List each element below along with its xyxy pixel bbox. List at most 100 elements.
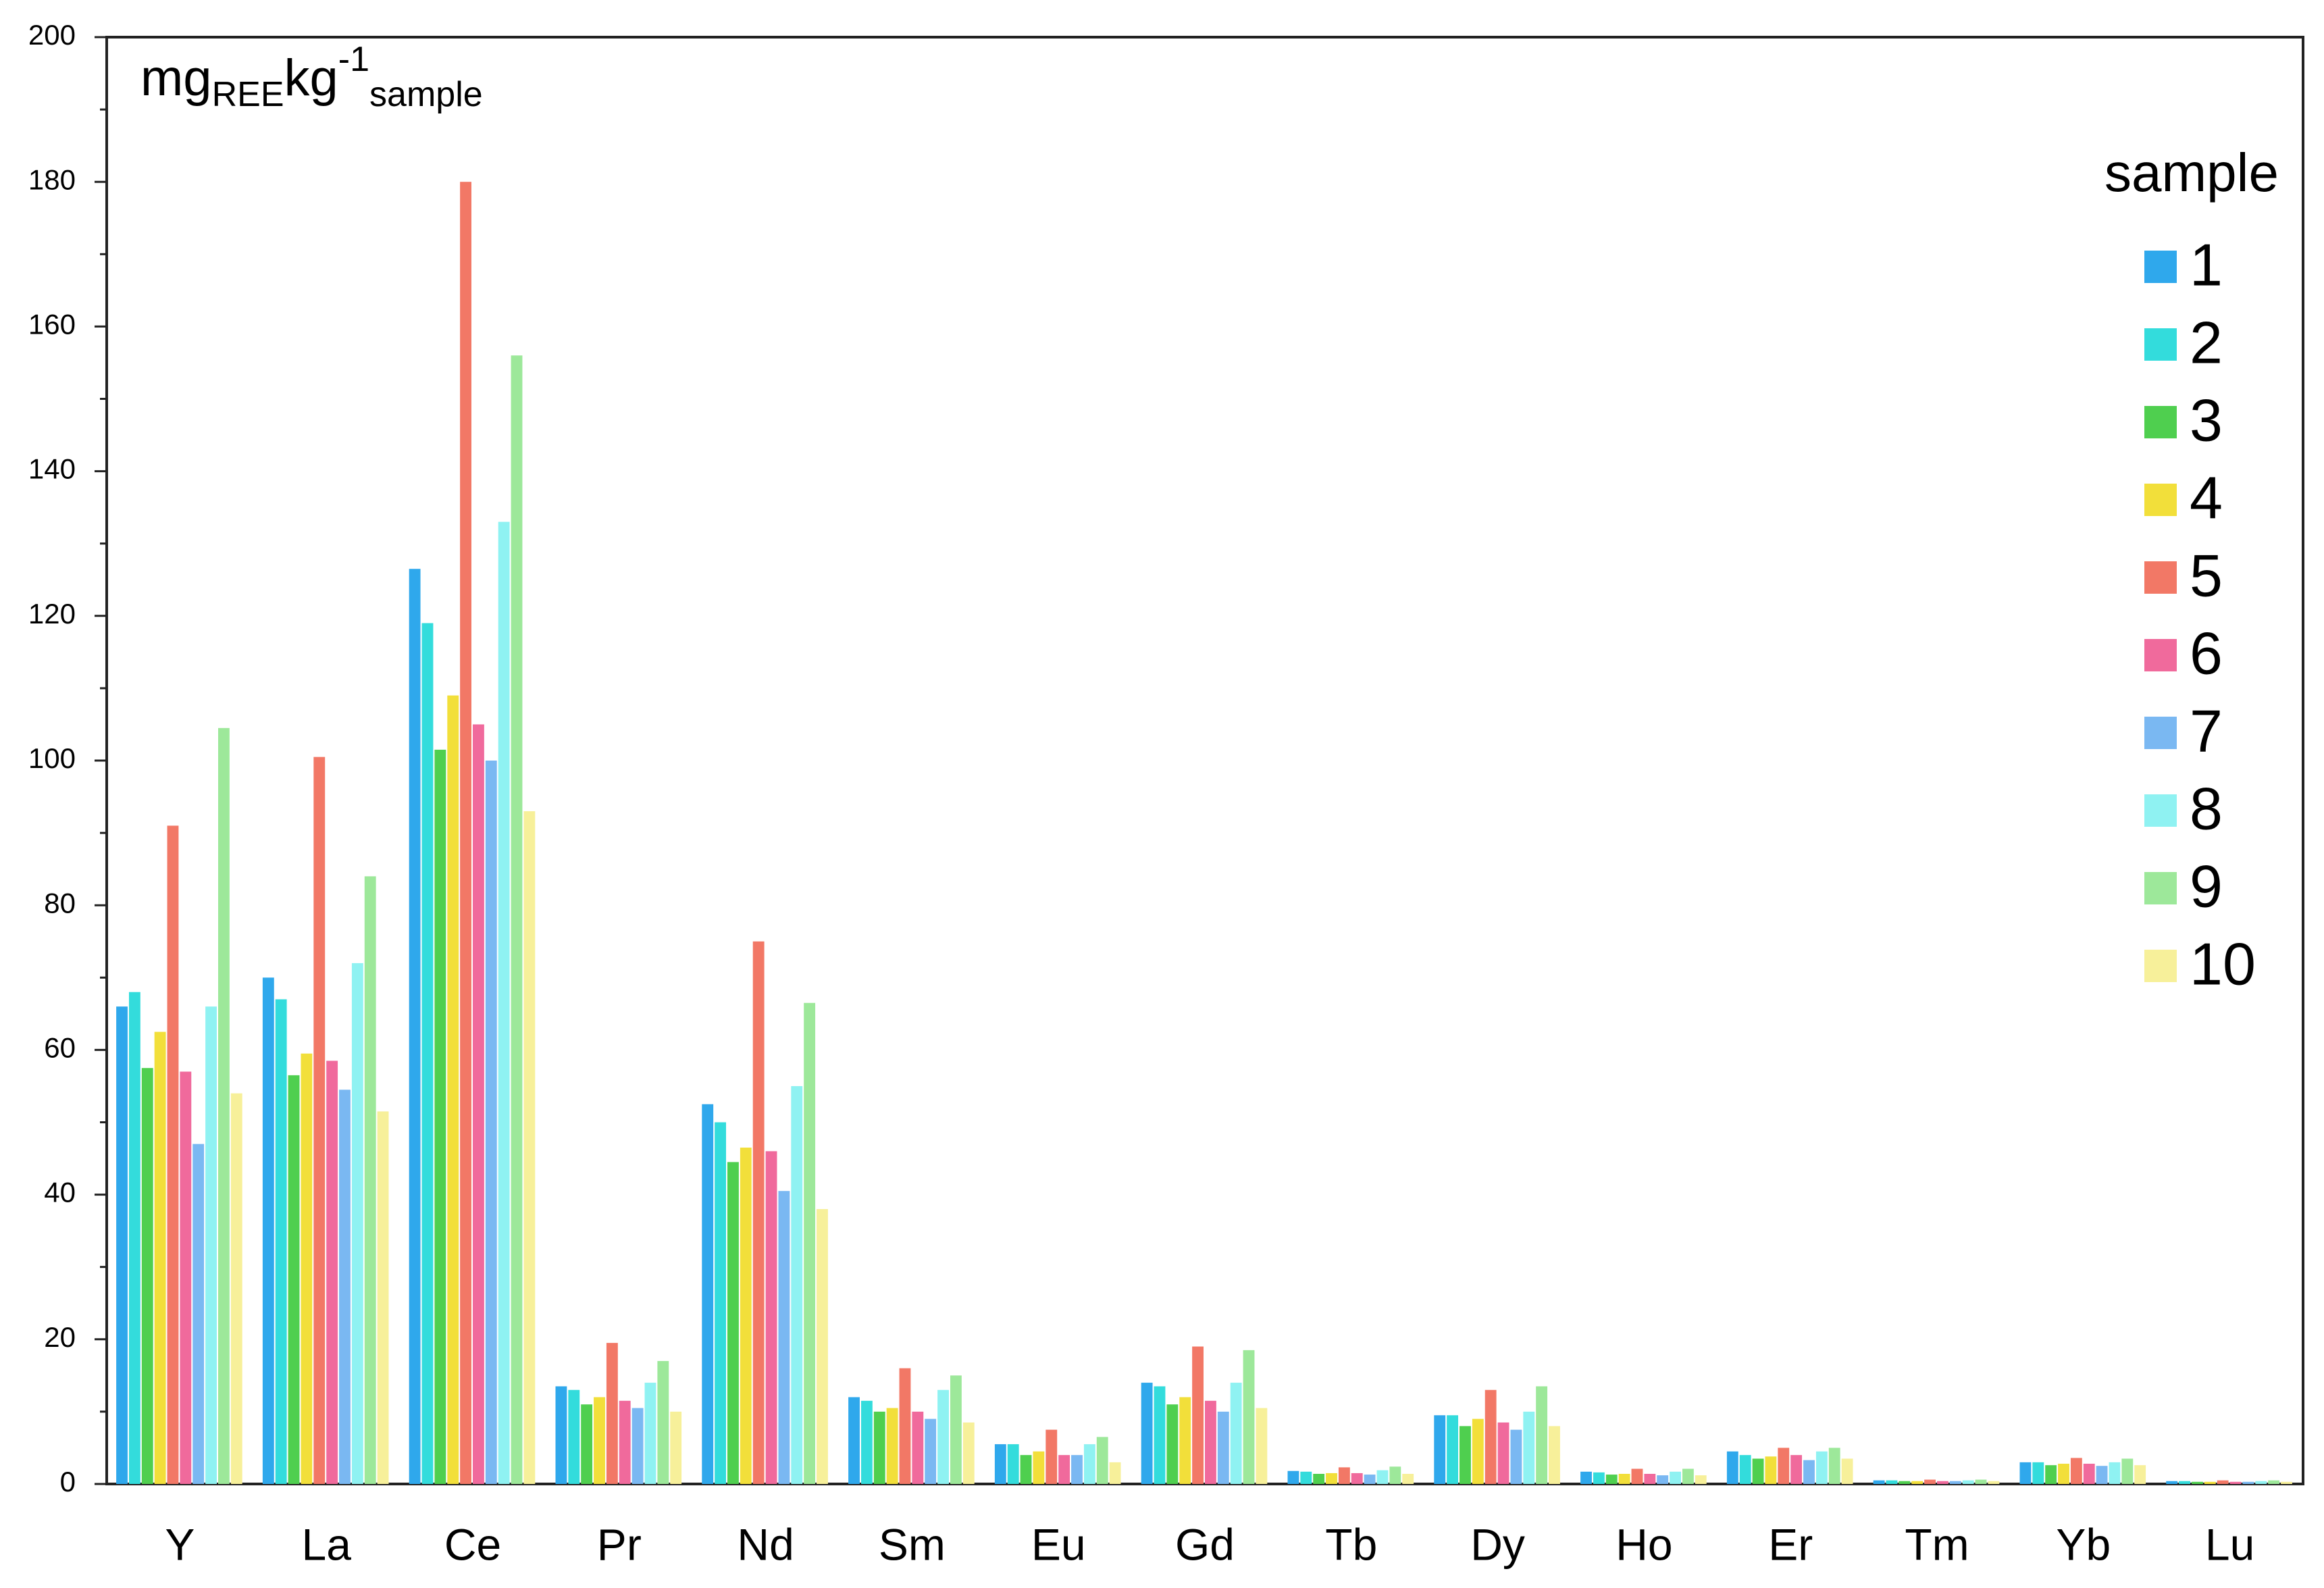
bar <box>1326 1472 1337 1484</box>
bar <box>2032 1462 2044 1484</box>
bar <box>523 811 536 1484</box>
y-tick-label: 140 <box>28 453 76 485</box>
legend-label: 3 <box>2190 386 2223 453</box>
bar <box>1154 1386 1166 1484</box>
legend-label: 4 <box>2190 464 2223 531</box>
bar <box>1682 1468 1694 1484</box>
bar <box>1644 1474 1656 1484</box>
bar <box>2229 1481 2242 1484</box>
bar <box>1949 1481 1961 1484</box>
bar <box>1497 1422 1509 1484</box>
bar <box>2058 1464 2069 1484</box>
bar <box>205 1006 217 1484</box>
bar <box>2192 1481 2203 1484</box>
bar <box>727 1162 739 1484</box>
bar <box>1141 1383 1153 1484</box>
bar <box>606 1343 618 1484</box>
title-part: kg <box>284 49 338 107</box>
legend-swatch <box>2144 484 2177 516</box>
legend-swatch <box>2144 251 2177 283</box>
bar <box>1447 1415 1459 1484</box>
y-tick-label: 0 <box>60 1466 76 1497</box>
bar <box>1287 1470 1299 1484</box>
bar <box>473 724 484 1484</box>
x-tick-label: Tm <box>1905 1519 1969 1569</box>
bar <box>1670 1471 1681 1484</box>
bar <box>1230 1383 1242 1484</box>
legend-label: 5 <box>2190 542 2223 609</box>
legend-label: 1 <box>2190 231 2223 298</box>
y-tick-label: 120 <box>28 598 76 630</box>
legend-swatch <box>2144 794 2177 827</box>
bar <box>1841 1458 1853 1484</box>
y-tick-label: 20 <box>44 1321 76 1353</box>
title-part: sample <box>369 75 483 114</box>
bar <box>2096 1466 2108 1484</box>
bar <box>409 569 421 1484</box>
bar <box>1899 1481 1911 1484</box>
bar <box>581 1404 593 1484</box>
bar <box>631 1408 644 1484</box>
bar <box>2204 1481 2216 1484</box>
y-tick-label: 160 <box>28 308 76 340</box>
bar <box>262 977 274 1484</box>
bar <box>351 963 363 1484</box>
bar <box>141 1068 153 1484</box>
bar <box>2083 1464 2095 1484</box>
bar <box>1886 1480 1898 1484</box>
legend-label: 10 <box>2190 930 2256 997</box>
legend-title: sample <box>2104 143 2279 203</box>
bar <box>1962 1480 1974 1484</box>
x-tick-label: Yb <box>2056 1519 2111 1569</box>
bar <box>1873 1480 1885 1484</box>
x-tick-label: Gd <box>1175 1519 1235 1569</box>
bar <box>1605 1475 1618 1484</box>
bar <box>2019 1462 2032 1484</box>
bar <box>485 761 497 1484</box>
bar <box>950 1375 962 1484</box>
bar <box>447 695 459 1484</box>
bar <box>288 1075 300 1484</box>
bar <box>2109 1462 2121 1484</box>
bar <box>167 825 179 1484</box>
bar <box>1911 1481 1923 1484</box>
bar <box>434 749 446 1484</box>
legend-swatch <box>2144 717 2177 749</box>
bar <box>994 1444 1006 1484</box>
bar <box>860 1400 873 1484</box>
bar <box>301 1053 313 1484</box>
bar <box>1975 1479 1987 1484</box>
bar <box>752 941 765 1484</box>
bar <box>702 1104 714 1484</box>
bar <box>1243 1350 1255 1484</box>
y-tick-label: 100 <box>28 742 76 774</box>
bar <box>1593 1472 1605 1484</box>
legend-swatch <box>2144 639 2177 671</box>
x-tick-label: Sm <box>879 1519 946 1569</box>
bar <box>1058 1455 1070 1484</box>
bar <box>1364 1475 1376 1484</box>
bar <box>1828 1448 1840 1484</box>
bar <box>1790 1455 1803 1484</box>
bar <box>817 1209 828 1484</box>
bar <box>594 1397 605 1484</box>
bar <box>1217 1411 1229 1484</box>
bar <box>364 876 376 1484</box>
bar <box>1778 1448 1790 1484</box>
bar <box>670 1411 682 1484</box>
bar <box>377 1111 389 1484</box>
bar <box>180 1071 192 1484</box>
y-tick-label: 180 <box>28 163 76 195</box>
bar <box>313 757 326 1484</box>
bar <box>1937 1481 1948 1484</box>
bar <box>2268 1480 2280 1484</box>
x-tick-label: Lu <box>2205 1519 2254 1569</box>
bar <box>1752 1458 1764 1484</box>
bar <box>1815 1451 1828 1484</box>
bar <box>778 1191 790 1484</box>
bar <box>2121 1458 2134 1484</box>
legend-swatch <box>2144 406 2177 438</box>
x-tick-label: La <box>301 1519 351 1569</box>
y-tick-label: 200 <box>28 19 76 51</box>
